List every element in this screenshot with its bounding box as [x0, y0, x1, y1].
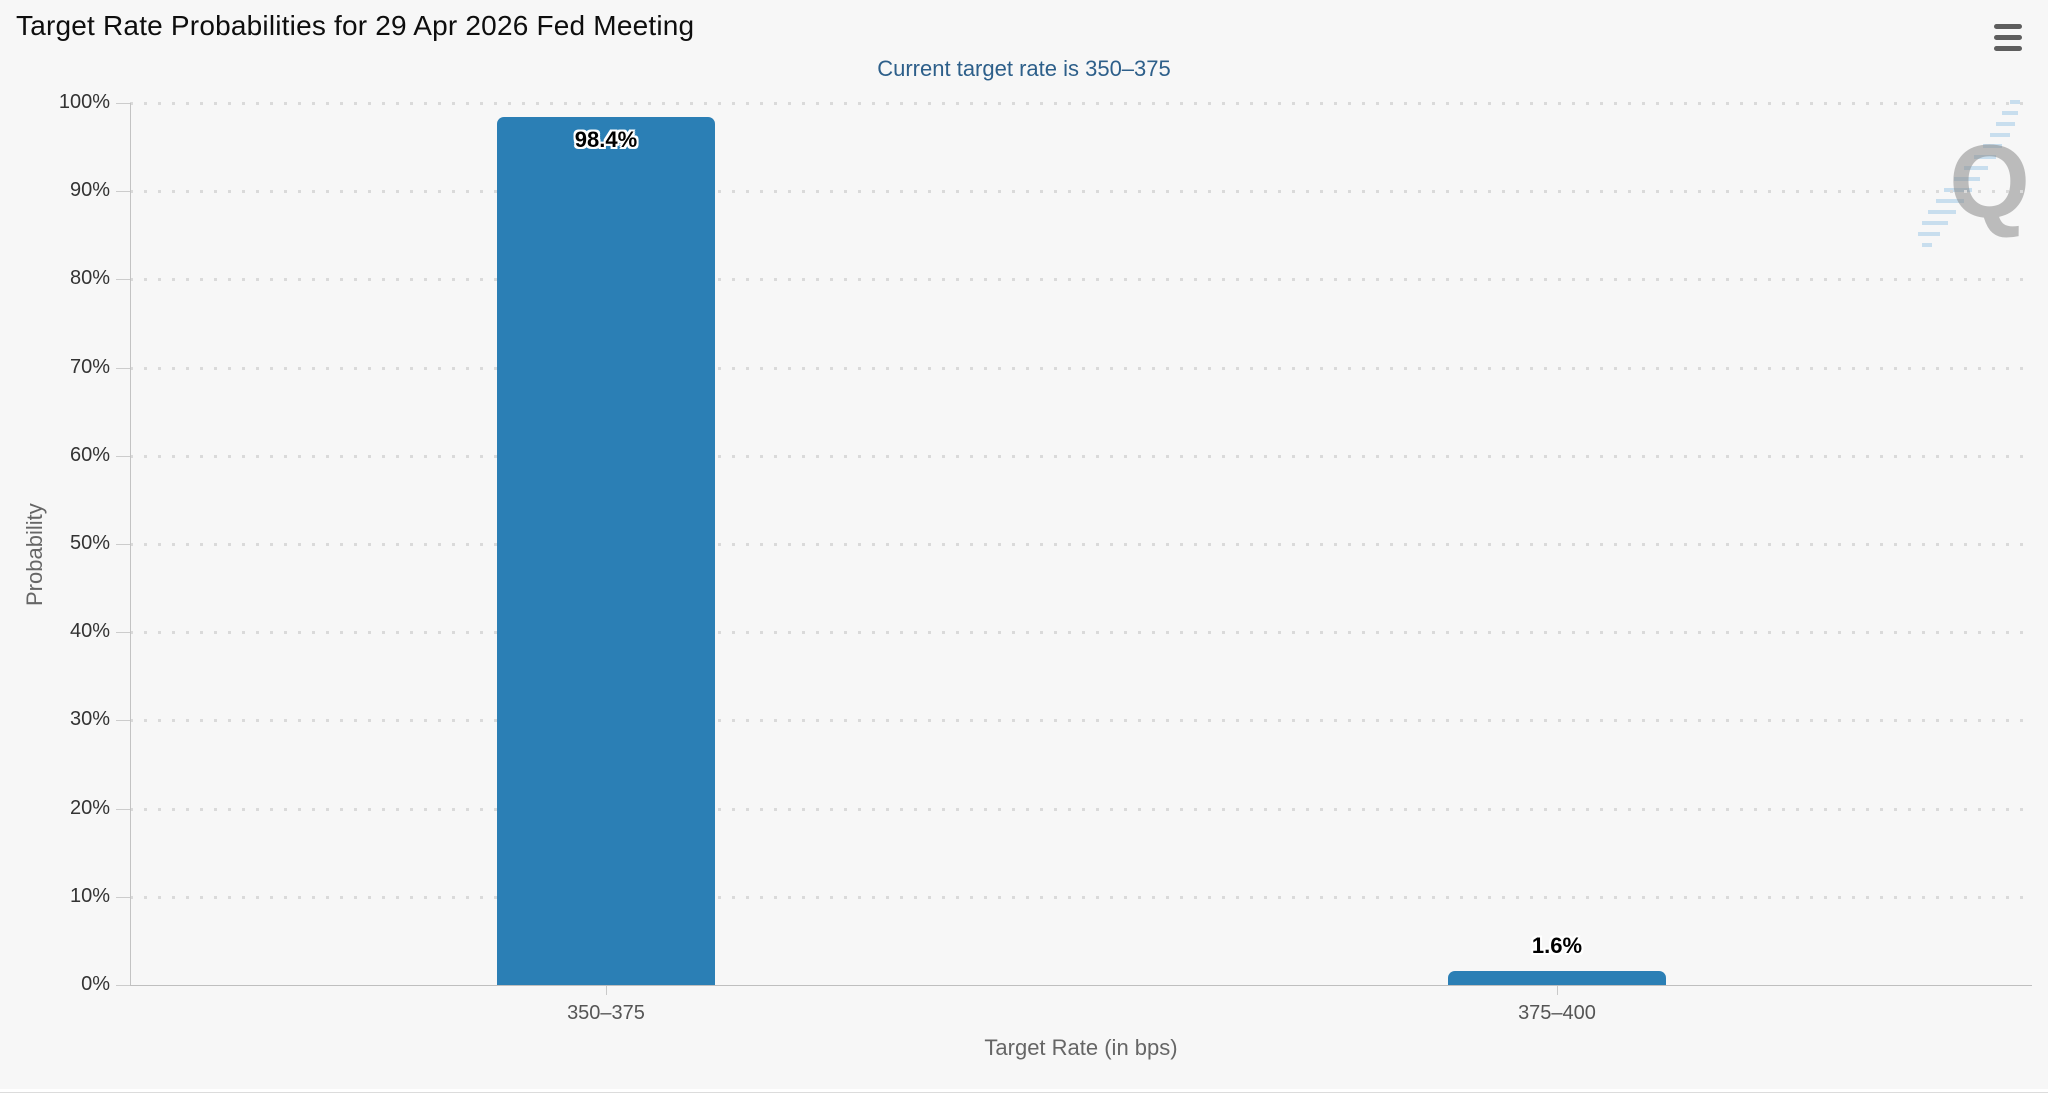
chart-title: Target Rate Probabilities for 29 Apr 202…: [16, 10, 695, 41]
hamburger-bar: [1994, 34, 2022, 40]
y-axis-label: 0%: [81, 973, 110, 995]
chart-subtitle: Current target rate is 350–375: [877, 56, 1171, 81]
gridline: [130, 807, 2032, 811]
gridline: [130, 719, 2032, 723]
y-axis-line: [130, 103, 131, 985]
y-axis-tick: [116, 897, 130, 898]
watermark-logo: Q: [1898, 92, 2038, 252]
y-axis-title: Probability: [22, 503, 47, 606]
y-axis-label: 100%: [58, 91, 110, 113]
y-axis-label: 30%: [69, 708, 110, 731]
gridline: [130, 102, 2032, 105]
y-axis-tick: [116, 544, 130, 545]
y-axis-tick: [116, 809, 130, 810]
y-axis-label: 20%: [69, 796, 110, 819]
gridline: [130, 543, 2032, 546]
gridline: [130, 631, 2032, 635]
gridline: [130, 366, 2032, 370]
hamburger-icon[interactable]: [1988, 18, 2028, 56]
gridline: [130, 454, 2032, 458]
y-axis-tick: [116, 720, 130, 721]
y-axis-tick: [116, 456, 130, 457]
y-axis-tick: [116, 632, 130, 633]
y-axis-label: 90%: [69, 179, 110, 202]
x-axis-title: Target Rate (in bps): [984, 1035, 1178, 1060]
bar[interactable]: [497, 117, 715, 985]
x-axis-line: [130, 985, 2032, 986]
y-axis-tick: [116, 279, 130, 280]
category-tick: [1557, 986, 1558, 995]
hamburger-bar: [1994, 45, 2022, 51]
y-axis-tick: [116, 368, 130, 369]
y-axis-label: 10%: [69, 884, 110, 907]
category-tick: [606, 986, 607, 995]
watermark-hatch-icon: [1918, 100, 2020, 247]
y-axis-tick: [116, 103, 130, 104]
gridline: [130, 278, 2032, 282]
bottom-divider: [0, 1092, 2048, 1093]
gridline: [130, 190, 2032, 194]
bar-value-label: 98.4%: [574, 127, 638, 152]
bar-value-label: 1.6%: [1531, 933, 1583, 958]
y-axis-label: 50%: [69, 532, 110, 554]
y-axis-tick: [116, 191, 130, 192]
y-axis-label: 80%: [69, 267, 110, 290]
bottom-strip: [0, 1089, 2048, 1097]
gridline: [130, 895, 2032, 899]
y-axis-label: 40%: [69, 620, 110, 643]
hamburger-bar: [1994, 23, 2022, 29]
y-axis-tick: [116, 985, 130, 986]
watermark-q-letter: Q: [1949, 124, 2030, 240]
category-label: 350–375: [567, 1002, 645, 1024]
y-axis-label: 70%: [69, 355, 110, 378]
category-label: 375–400: [1518, 1002, 1596, 1024]
bar[interactable]: [1448, 971, 1666, 985]
y-axis-label: 60%: [69, 443, 110, 466]
